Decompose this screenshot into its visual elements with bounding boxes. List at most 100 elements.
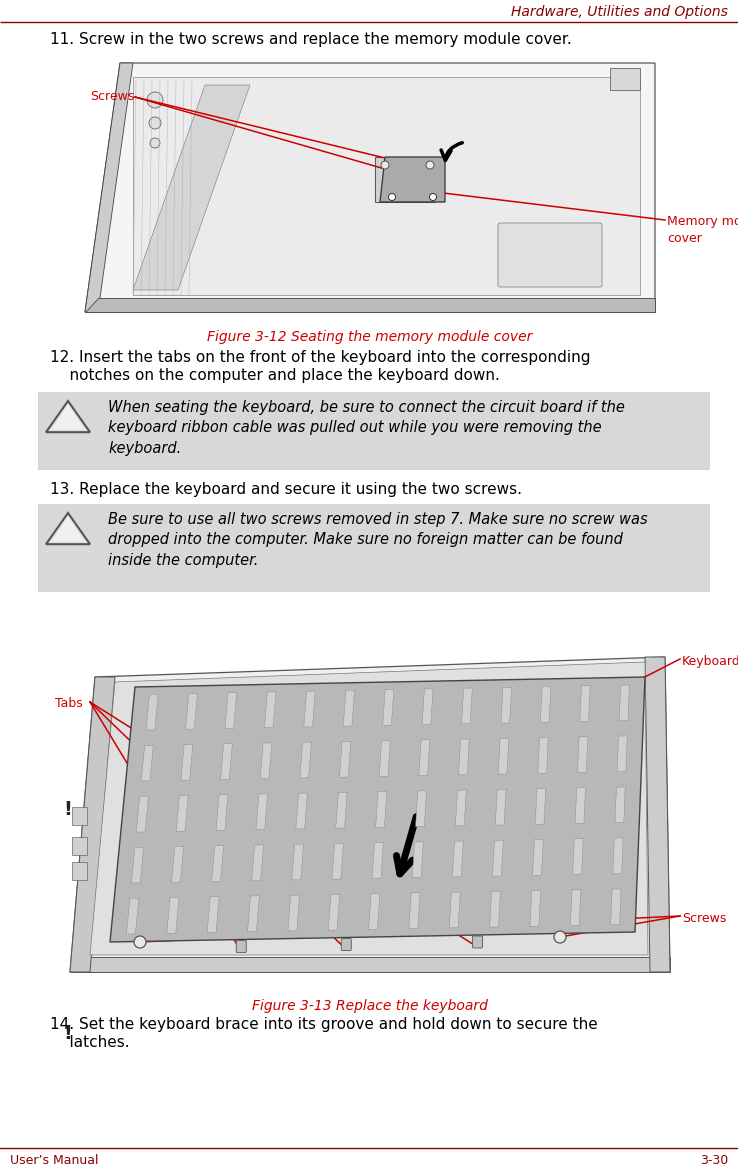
Polygon shape — [610, 888, 621, 925]
Polygon shape — [492, 840, 503, 877]
Polygon shape — [575, 788, 585, 824]
Text: 12. Insert the tabs on the front of the keyboard into the corresponding: 12. Insert the tabs on the front of the … — [50, 350, 590, 364]
Polygon shape — [288, 895, 300, 931]
Polygon shape — [181, 744, 193, 781]
Text: 11. Screw in the two screws and replace the memory module cover.: 11. Screw in the two screws and replace … — [50, 32, 572, 47]
Text: notches on the computer and place the keyboard down.: notches on the computer and place the ke… — [50, 368, 500, 383]
Text: latches.: latches. — [50, 1035, 130, 1050]
Text: 14. Set the keyboard brace into its groove and hold down to secure the: 14. Set the keyboard brace into its groo… — [50, 1017, 598, 1033]
Text: Keyboard: Keyboard — [682, 655, 738, 668]
FancyBboxPatch shape — [72, 808, 87, 825]
Polygon shape — [171, 846, 184, 883]
FancyBboxPatch shape — [472, 936, 483, 948]
Polygon shape — [619, 684, 630, 721]
Polygon shape — [458, 740, 469, 775]
Polygon shape — [141, 745, 154, 781]
Text: Memory module
cover: Memory module cover — [667, 214, 738, 245]
Polygon shape — [495, 789, 506, 825]
Polygon shape — [46, 401, 90, 432]
Polygon shape — [296, 793, 308, 829]
Polygon shape — [261, 743, 272, 778]
Circle shape — [147, 91, 163, 108]
Polygon shape — [573, 839, 583, 874]
Polygon shape — [146, 694, 158, 730]
Polygon shape — [70, 958, 670, 972]
Polygon shape — [530, 891, 541, 926]
Polygon shape — [336, 792, 347, 829]
Polygon shape — [489, 891, 500, 927]
FancyBboxPatch shape — [38, 504, 710, 592]
Circle shape — [134, 936, 146, 948]
Text: 3-30: 3-30 — [700, 1154, 728, 1167]
Polygon shape — [580, 686, 590, 722]
Polygon shape — [332, 844, 343, 879]
Polygon shape — [375, 157, 435, 202]
Polygon shape — [645, 657, 670, 972]
Text: Figure 3-12 Seating the memory module cover: Figure 3-12 Seating the memory module co… — [207, 331, 533, 345]
Polygon shape — [110, 677, 645, 942]
Polygon shape — [533, 839, 543, 875]
Polygon shape — [617, 736, 627, 772]
Text: !: ! — [63, 1024, 72, 1043]
Text: Screws: Screws — [90, 90, 134, 103]
Polygon shape — [256, 793, 268, 830]
Polygon shape — [207, 897, 219, 933]
Text: !: ! — [63, 800, 72, 819]
Polygon shape — [216, 795, 228, 831]
Polygon shape — [540, 687, 551, 722]
Polygon shape — [461, 688, 472, 724]
Polygon shape — [85, 298, 655, 312]
Polygon shape — [85, 63, 655, 312]
Text: Hardware, Utilities and Options: Hardware, Utilities and Options — [511, 5, 728, 19]
Polygon shape — [535, 789, 546, 824]
Polygon shape — [415, 791, 427, 826]
FancyBboxPatch shape — [341, 939, 351, 950]
Polygon shape — [221, 744, 232, 779]
Polygon shape — [90, 662, 648, 955]
Circle shape — [554, 931, 566, 943]
Polygon shape — [137, 796, 148, 832]
Text: When seating the keyboard, be sure to connect the circuit board if the
keyboard : When seating the keyboard, be sure to co… — [108, 400, 625, 456]
Polygon shape — [70, 677, 115, 972]
Polygon shape — [577, 737, 587, 772]
Polygon shape — [131, 847, 144, 883]
Polygon shape — [133, 77, 640, 295]
Polygon shape — [615, 786, 625, 823]
Polygon shape — [372, 843, 383, 879]
Polygon shape — [501, 687, 511, 723]
Circle shape — [381, 161, 389, 169]
Polygon shape — [304, 691, 315, 727]
Text: Figure 3-13 Replace the keyboard: Figure 3-13 Replace the keyboard — [252, 999, 488, 1013]
Polygon shape — [570, 890, 581, 926]
Circle shape — [388, 193, 396, 200]
Polygon shape — [52, 516, 84, 541]
Polygon shape — [70, 657, 670, 972]
Text: Be sure to use all two screws removed in step 7. Make sure no screw was
dropped : Be sure to use all two screws removed in… — [108, 512, 648, 567]
Polygon shape — [413, 841, 424, 878]
Polygon shape — [264, 691, 276, 728]
FancyBboxPatch shape — [38, 391, 710, 470]
FancyBboxPatch shape — [60, 607, 680, 987]
Polygon shape — [613, 838, 623, 874]
Polygon shape — [85, 63, 133, 312]
Polygon shape — [247, 895, 259, 932]
Polygon shape — [133, 86, 250, 289]
Polygon shape — [252, 845, 263, 880]
Polygon shape — [419, 740, 430, 776]
Text: 13. Replace the keyboard and secure it using the two screws.: 13. Replace the keyboard and secure it u… — [50, 482, 522, 497]
FancyBboxPatch shape — [72, 861, 87, 880]
Polygon shape — [300, 742, 311, 778]
Polygon shape — [176, 796, 188, 831]
Polygon shape — [343, 690, 354, 727]
Polygon shape — [52, 403, 84, 429]
Polygon shape — [452, 841, 463, 877]
Polygon shape — [383, 689, 394, 725]
Polygon shape — [212, 846, 224, 881]
Polygon shape — [46, 513, 90, 544]
Polygon shape — [422, 689, 433, 724]
Polygon shape — [376, 791, 387, 827]
Polygon shape — [225, 693, 237, 729]
Text: Tabs: Tabs — [55, 697, 83, 710]
Polygon shape — [449, 892, 461, 928]
Polygon shape — [379, 741, 390, 776]
